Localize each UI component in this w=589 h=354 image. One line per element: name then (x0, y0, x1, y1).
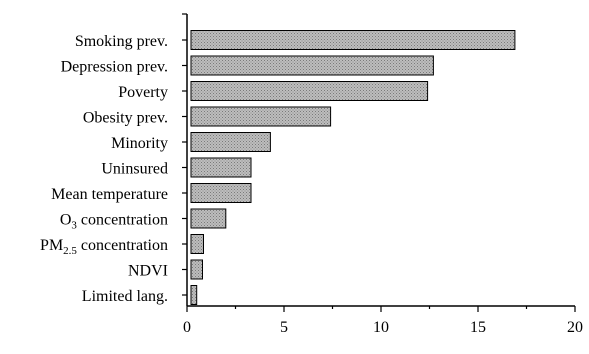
bar-5 (190, 157, 252, 178)
bar-3 (190, 106, 332, 127)
category-label-6: Mean temperature (51, 186, 168, 203)
bar-6 (190, 183, 252, 203)
category-label-5: Uninsured (101, 161, 168, 178)
bar-2 (190, 81, 429, 101)
bar-1 (190, 55, 434, 76)
x-tick-label-3: 15 (470, 319, 486, 336)
category-label-4: Minority (111, 135, 168, 152)
category-label-9: NDVI (128, 263, 168, 280)
category-label-2: Poverty (118, 84, 168, 101)
category-labels: Smoking prev. Depression prev. Poverty Obes… (40, 33, 168, 305)
bar-10 (190, 285, 198, 305)
bar-0 (190, 30, 516, 50)
x-tick-label-1: 5 (280, 319, 288, 336)
category-label-7: O3 concentration (60, 212, 168, 232)
bar-8 (190, 234, 204, 254)
category-label-1: Depression prev. (61, 59, 168, 76)
category-label-0: Smoking prev. (75, 33, 168, 50)
x-ticks: 0 5 10 15 20 (183, 306, 583, 336)
x-tick-label-4: 20 (567, 319, 583, 336)
bar-9 (190, 259, 203, 280)
axes (182, 13, 575, 307)
category-label-8: PM2.5 concentration (40, 237, 168, 257)
x-tick-label-0: 0 (183, 319, 191, 336)
category-label-3: Obesity prev. (83, 110, 168, 127)
bars-layer (190, 30, 516, 305)
x-tick-label-2: 10 (373, 319, 389, 336)
bar-4 (190, 132, 271, 152)
category-label-10: Limited lang. (82, 288, 168, 305)
bar-7 (190, 208, 227, 229)
